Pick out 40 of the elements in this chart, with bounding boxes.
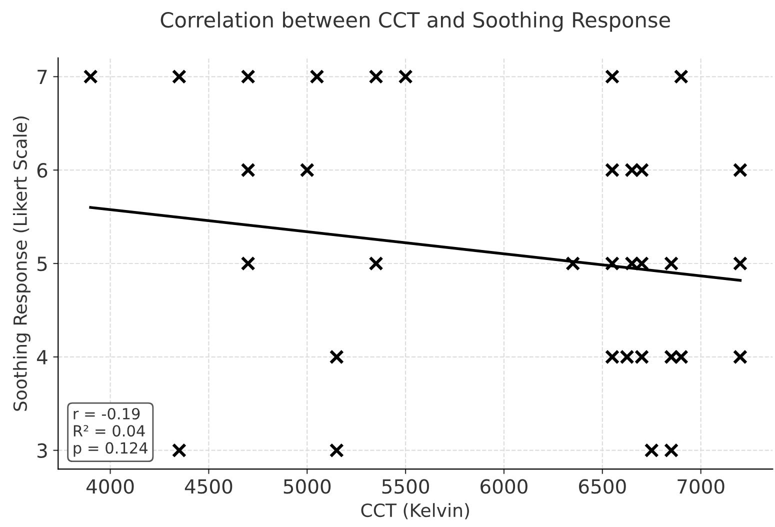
point xyxy=(664,443,679,458)
point xyxy=(604,69,620,84)
point xyxy=(368,69,384,84)
x-axis-title: CCT (Kelvin) xyxy=(361,503,469,520)
point xyxy=(300,162,314,178)
point xyxy=(398,69,413,84)
point xyxy=(240,69,256,84)
y-tick-label: 4 xyxy=(36,350,48,364)
x-tick-label: 6000 xyxy=(480,479,528,494)
point xyxy=(172,69,187,84)
point xyxy=(240,162,256,178)
point xyxy=(329,443,344,458)
y-tick-label: 3 xyxy=(38,443,47,458)
x-tick-label: 4500 xyxy=(184,479,232,494)
point xyxy=(604,162,620,178)
x-tick-label: 5500 xyxy=(382,479,430,494)
point xyxy=(732,162,748,178)
point xyxy=(674,69,688,84)
chart-title: Correlation between CCT and Soothing Response xyxy=(160,12,670,32)
point xyxy=(732,350,748,364)
y-axis-title: Soothing Response (Likert Scale) xyxy=(13,116,30,411)
point xyxy=(83,69,98,84)
x-tick-label: 4000 xyxy=(86,479,134,494)
y-tick-label: 7 xyxy=(38,70,47,84)
point xyxy=(310,69,324,84)
point xyxy=(172,443,187,458)
point xyxy=(329,350,344,364)
point xyxy=(644,443,659,458)
point xyxy=(664,256,679,271)
point xyxy=(604,256,620,271)
y-tick-label: 5 xyxy=(38,256,47,272)
x-tick-label: 6500 xyxy=(579,479,626,494)
point xyxy=(368,256,384,271)
point xyxy=(240,256,256,271)
y-tick-label: 6 xyxy=(37,163,48,178)
x-tick-label: 7000 xyxy=(678,479,724,494)
point xyxy=(732,256,748,271)
annotation: r = -0.19 R² = 0.04 p = 0.124 xyxy=(74,408,148,457)
point xyxy=(566,256,580,271)
x-tick-label: 5000 xyxy=(284,479,331,494)
